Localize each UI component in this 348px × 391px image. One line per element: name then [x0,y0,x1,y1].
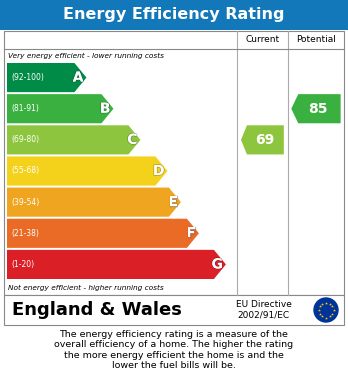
Text: D: D [153,164,165,178]
Bar [4,31,344,295]
Text: (1-20): (1-20) [11,260,34,269]
Text: Very energy efficient - lower running costs: Very energy efficient - lower running co… [8,53,164,59]
Text: Potential: Potential [296,36,336,45]
Circle shape [314,298,338,322]
Polygon shape [7,250,226,279]
Polygon shape [7,63,86,92]
Text: (21-38): (21-38) [11,229,39,238]
Text: England & Wales: England & Wales [12,301,182,319]
Text: EU Directive
2002/91/EC: EU Directive 2002/91/EC [236,300,292,320]
Text: F: F [187,226,196,240]
Text: A: A [73,70,84,84]
Text: (39-54): (39-54) [11,197,39,206]
Polygon shape [7,219,199,248]
Text: (55-68): (55-68) [11,167,39,176]
Polygon shape [7,125,141,154]
Text: (92-100): (92-100) [11,73,44,82]
Polygon shape [7,94,113,123]
Bar [4,295,344,325]
Text: B: B [100,102,110,116]
Text: E: E [168,195,178,209]
Polygon shape [291,94,341,123]
Text: Current: Current [245,36,279,45]
Polygon shape [7,156,167,186]
Text: 85: 85 [308,102,328,116]
Text: G: G [212,257,223,271]
Text: (81-91): (81-91) [11,104,39,113]
Text: (69-80): (69-80) [11,135,39,144]
Bar [0,0,348,30]
Text: The energy efficiency rating is a measure of the
overall efficiency of a home. T: The energy efficiency rating is a measur… [54,330,294,370]
Polygon shape [7,188,181,217]
Text: Energy Efficiency Rating: Energy Efficiency Rating [63,7,285,23]
Text: Not energy efficient - higher running costs: Not energy efficient - higher running co… [8,285,164,291]
Text: C: C [127,133,137,147]
Text: 69: 69 [255,133,274,147]
Polygon shape [241,125,284,154]
